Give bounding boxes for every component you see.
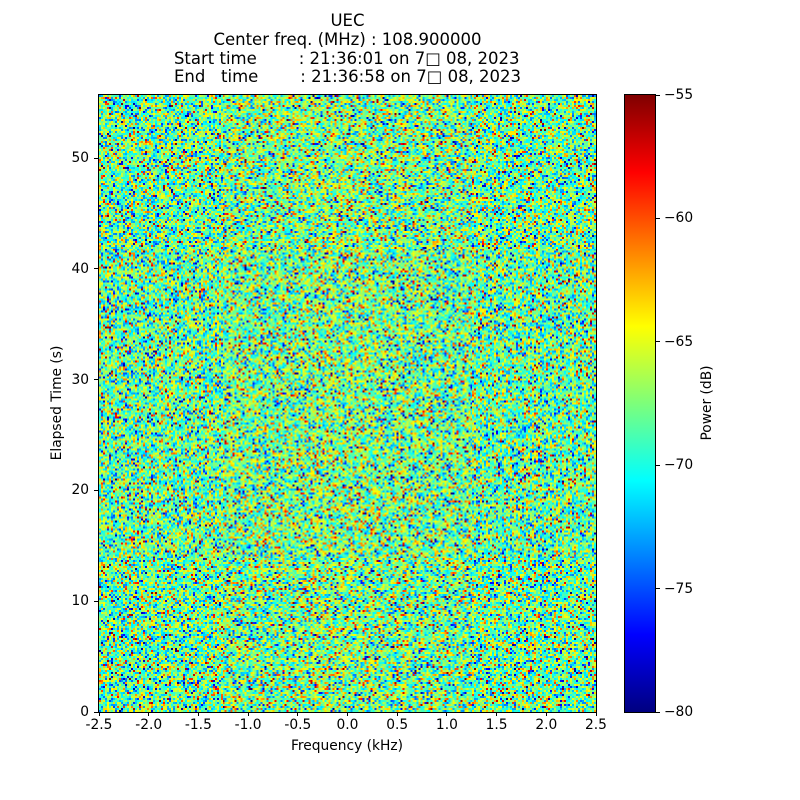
- x-tick-mark: [496, 712, 497, 716]
- x-tick-mark: [248, 712, 249, 716]
- y-tick-label: 50: [49, 150, 89, 166]
- colorbar-tick-mark: [656, 341, 660, 342]
- chart-title: UEC: [330, 12, 364, 31]
- x-tick-label: -2.5: [86, 717, 113, 733]
- colorbar-tick-mark: [656, 712, 660, 713]
- x-tick-mark: [397, 712, 398, 716]
- x-tick-label: -1.5: [185, 717, 212, 733]
- x-tick-label: -0.5: [284, 717, 311, 733]
- start-time-line: Start time : 21:36:01 on 7□ 08, 2023: [174, 50, 521, 69]
- x-tick-label: 0.5: [386, 717, 408, 733]
- x-tick-mark: [99, 712, 100, 716]
- x-tick-mark: [596, 712, 597, 716]
- chart-header: UEC Center freq. (MHz) : 108.900000 Star…: [99, 12, 596, 87]
- x-tick-mark: [446, 712, 447, 716]
- plot-area: [98, 94, 597, 713]
- spectrogram-figure: UEC Center freq. (MHz) : 108.900000 Star…: [0, 0, 800, 800]
- x-tick-label: 1.0: [436, 717, 458, 733]
- y-tick-label: 10: [49, 593, 89, 609]
- y-tick-label: 40: [49, 261, 89, 277]
- y-tick-label: 0: [49, 704, 89, 720]
- colorbar-tick-label: −60: [664, 210, 693, 226]
- y-tick-label: 20: [49, 482, 89, 498]
- colorbar-tick-mark: [656, 218, 660, 219]
- y-tick-mark: [94, 601, 98, 602]
- y-tick-mark: [94, 158, 98, 159]
- x-tick-label: -1.0: [235, 717, 262, 733]
- center-freq-line: Center freq. (MHz) : 108.900000: [213, 31, 481, 50]
- end-time-line: End time : 21:36:58 on 7□ 08, 2023: [174, 68, 521, 87]
- x-tick-label: -2.0: [135, 717, 162, 733]
- y-tick-mark: [94, 379, 98, 380]
- y-tick-mark: [94, 268, 98, 269]
- y-axis-label: Elapsed Time (s): [49, 346, 65, 461]
- y-tick-mark: [94, 712, 98, 713]
- colorbar-tick-label: −70: [664, 457, 693, 473]
- time-range-block: Start time : 21:36:01 on 7□ 08, 2023 End…: [174, 50, 521, 88]
- x-tick-label: 2.5: [585, 717, 607, 733]
- colorbar-tick-mark: [656, 465, 660, 466]
- x-tick-label: 2.0: [535, 717, 557, 733]
- x-tick-mark: [546, 712, 547, 716]
- colorbar-label: Power (dB): [699, 365, 715, 440]
- x-tick-mark: [347, 712, 348, 716]
- x-tick-label: 0.0: [337, 717, 359, 733]
- x-axis-label: Frequency (kHz): [291, 738, 403, 754]
- x-tick-mark: [297, 712, 298, 716]
- spectrogram-heatmap: [99, 95, 596, 712]
- x-tick-mark: [148, 712, 149, 716]
- colorbar-tick-mark: [656, 95, 660, 96]
- colorbar: [624, 94, 656, 713]
- y-tick-mark: [94, 490, 98, 491]
- colorbar-tick-label: −80: [664, 704, 693, 720]
- x-tick-mark: [198, 712, 199, 716]
- x-tick-label: 1.5: [486, 717, 508, 733]
- colorbar-tick-label: −65: [664, 334, 693, 350]
- colorbar-tick-label: −75: [664, 581, 693, 597]
- colorbar-tick-label: −55: [664, 87, 693, 103]
- colorbar-tick-mark: [656, 588, 660, 589]
- colorbar-gradient: [625, 95, 655, 712]
